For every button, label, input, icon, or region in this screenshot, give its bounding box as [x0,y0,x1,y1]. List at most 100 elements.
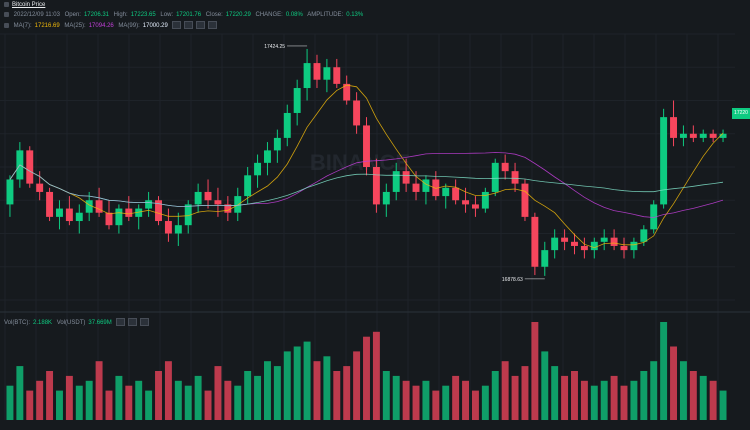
volume-bar [273,366,281,420]
chart-title[interactable]: Bitcoin Price [4,1,48,9]
volume-bar [382,371,390,420]
candle-body [105,212,113,226]
candle-body [501,162,509,172]
candle-body [620,245,628,251]
volume-bar [501,361,509,420]
candle-body [481,191,489,209]
candle-body [452,187,460,201]
volume-bar [105,390,113,420]
volume-bar [392,375,400,420]
candle-body [6,179,14,205]
volume-bar [600,380,608,420]
candle-body [224,204,232,213]
candle-body [412,183,420,192]
ma25-value: 17094.26 [88,22,114,29]
volume-bar [254,375,262,420]
candle-body [600,237,608,242]
volume-bar [303,341,311,420]
candle-body [571,241,578,246]
volume-bars [6,322,727,420]
volume-bar [263,361,271,420]
candle-body [402,171,410,184]
candle-body [471,204,479,209]
candle-body [46,191,54,217]
volume-bar [481,385,489,420]
volume-bar [452,375,460,420]
candle-body [610,237,618,246]
volume-bar [689,371,697,420]
candle-body [709,133,717,138]
volume-bar [719,390,727,420]
candle-body [85,200,93,213]
volume-bar [85,380,93,420]
change-value: 0.08% [285,12,303,18]
candle-body [660,117,668,205]
chevron-down-icon[interactable] [4,11,9,17]
candle-body [26,150,34,184]
candle-body [590,241,598,251]
volume-bar [521,366,529,420]
chart-grid [0,33,735,420]
close-icon[interactable] [196,21,206,29]
volume-bar [511,375,519,420]
candle-body [155,200,162,222]
candle-body [65,208,73,222]
ma7-line [9,84,724,249]
volume-bar [580,380,588,420]
candle-body [462,200,470,205]
more-icon[interactable] [208,21,218,29]
candle-body [244,175,252,197]
candle-body [56,208,63,217]
candle-body [333,67,341,84]
candle-body [442,187,450,197]
close-icon[interactable] [140,318,150,326]
volume-bar [224,380,232,420]
volume-bar [194,375,202,420]
eye-icon[interactable] [172,21,182,29]
low-value: 17201.76 [176,12,202,18]
candles [6,48,727,276]
candle-body [580,245,588,251]
volume-bar [6,385,14,420]
legend-date: 2022/12/09 11:03 [13,12,60,18]
candle-body [174,225,182,234]
open-value: 17206.31 [83,12,109,18]
volume-bar [363,336,370,420]
candle-body [640,229,648,242]
volume-bar [402,380,410,420]
volume-bar [16,366,24,420]
volume-bar [283,351,291,420]
volume-legend: Vol(BTC): 2.188K Vol(USDT) 37.669M [4,318,152,327]
candle-body [145,200,153,209]
volume-bar [174,380,182,420]
volume-bar [75,385,83,420]
volume-bar [26,390,34,420]
candle-body [234,196,242,213]
vol-btc-value: 2.188K [33,319,53,326]
volume-bar [571,371,578,420]
volume-bar [630,380,638,420]
candle-body [541,250,549,267]
volume-bar [640,371,648,420]
chevron-down-icon[interactable] [4,1,9,7]
volume-bar [660,322,668,420]
volume-bar [422,380,430,420]
high-value: 17223.65 [130,12,156,18]
volume-bar [650,361,658,420]
eye-icon[interactable] [116,318,126,326]
volume-bar [333,371,341,420]
candle-body [95,200,103,213]
settings-icon[interactable] [128,318,138,326]
volume-bar [214,366,222,420]
settings-icon[interactable] [184,21,194,29]
candle-body [363,125,370,167]
chevron-down-icon[interactable] [4,22,9,28]
candle-body [323,67,331,80]
volume-bar [679,361,687,420]
candle-body [194,191,202,205]
candle-body [293,88,301,113]
volume-bar [412,385,420,420]
volume-bar [65,375,73,420]
candle-body [115,208,123,226]
